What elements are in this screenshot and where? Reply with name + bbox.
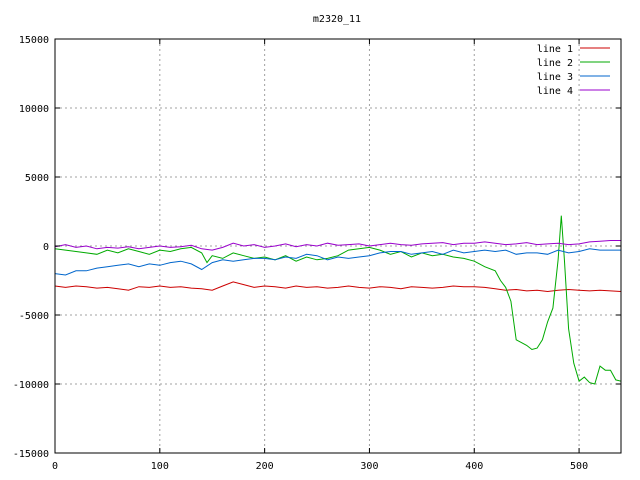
series-line-1 bbox=[54, 281, 622, 293]
series-line-2 bbox=[54, 215, 622, 385]
x-tick-label: 100 bbox=[151, 461, 169, 472]
y-tick-label: -15000 bbox=[13, 449, 49, 460]
x-tick-label: 0 bbox=[52, 461, 58, 472]
series-line-3 bbox=[54, 248, 621, 276]
x-tick-label: 300 bbox=[360, 461, 378, 472]
y-tick-label: 10000 bbox=[19, 104, 49, 115]
legend: line 1 line 2 line 3 line 4 bbox=[537, 44, 610, 97]
x-tick-labels: 0 100 200 300 400 500 bbox=[52, 461, 588, 472]
legend-label-3: line 3 bbox=[537, 72, 573, 83]
axis-ticks bbox=[54, 38, 621, 454]
series-line-4 bbox=[54, 240, 621, 251]
y-tick-label: -10000 bbox=[13, 380, 49, 391]
x-tick-label: 200 bbox=[256, 461, 274, 472]
series-layer bbox=[54, 215, 622, 385]
y-tick-label: 5000 bbox=[25, 173, 49, 184]
x-tick-label: 400 bbox=[465, 461, 483, 472]
legend-label-1: line 1 bbox=[537, 44, 573, 55]
chart-title: m2320_11 bbox=[313, 14, 361, 25]
legend-label-2: line 2 bbox=[537, 58, 573, 69]
y-tick-label: 0 bbox=[43, 242, 49, 253]
y-tick-label: 15000 bbox=[19, 35, 49, 46]
y-tick-labels: -15000 -10000 -5000 0 5000 10000 15000 bbox=[13, 35, 49, 460]
y-tick-label: -5000 bbox=[19, 311, 49, 322]
grid bbox=[55, 39, 621, 453]
x-tick-label: 500 bbox=[570, 461, 588, 472]
legend-label-4: line 4 bbox=[537, 86, 573, 97]
